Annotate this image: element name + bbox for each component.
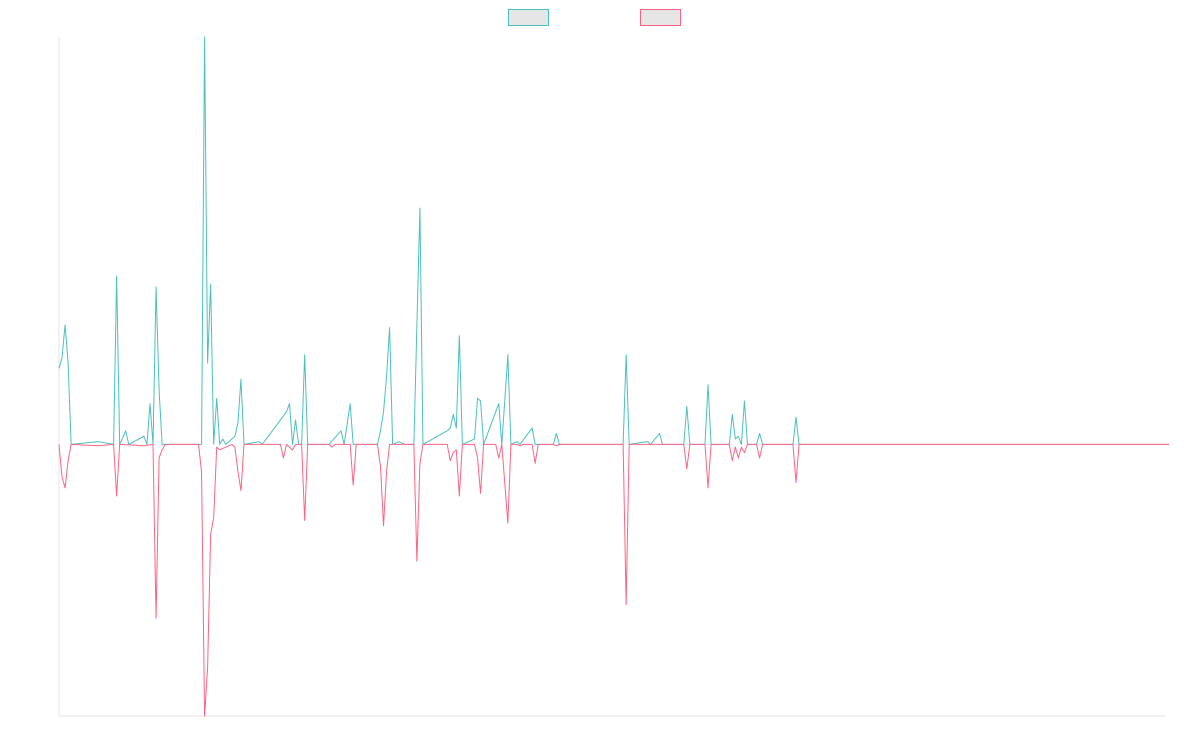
series-layer [58,36,1170,717]
series-line-2 [58,443,1170,717]
axes [58,37,1166,717]
legend [508,9,681,26]
legend-swatch-2 [640,9,681,26]
series-line-1 [58,36,1170,445]
legend-swatch-1 [508,9,549,26]
